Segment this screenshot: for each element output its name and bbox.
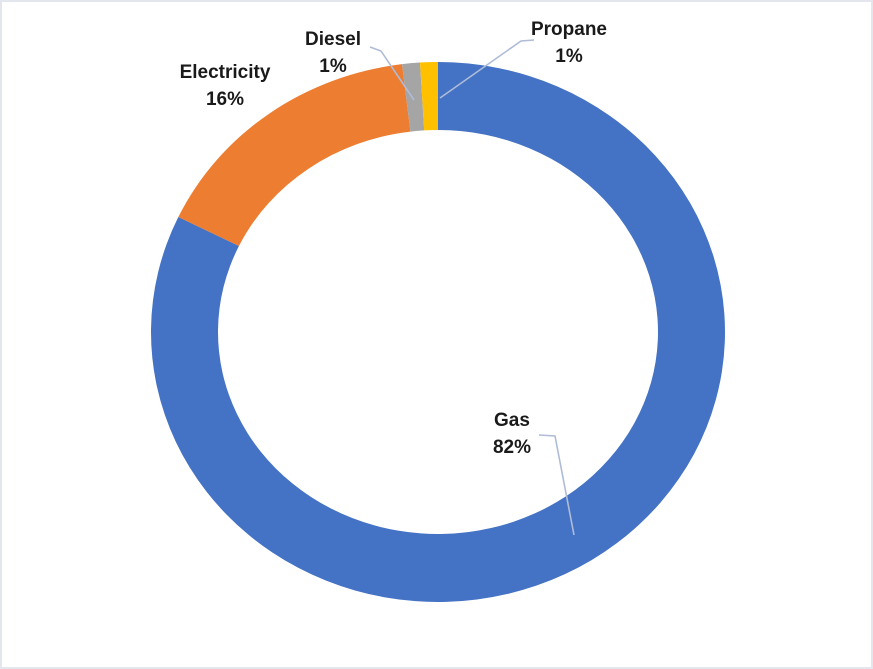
donut-segments [150, 61, 725, 602]
category-name: Electricity [179, 62, 271, 83]
percent-value: 82% [492, 437, 532, 458]
percent-value: 1% [319, 56, 347, 77]
category-name: Propane [530, 19, 608, 40]
leader-line-diesel [369, 46, 415, 101]
category-name: Diesel [305, 29, 361, 50]
percent-value: 16% [205, 89, 245, 110]
data-label-propane: Propane 1% [499, 16, 639, 70]
segment-electricity [178, 64, 411, 246]
leader-line-propane [439, 39, 535, 99]
data-label-gas: Gas 82% [452, 407, 572, 461]
category-name: Gas [494, 410, 530, 431]
leader-line-gas [538, 434, 575, 536]
data-label-electricity: Electricity 16% [150, 59, 300, 113]
segment-diesel [402, 62, 425, 132]
data-label-diesel: Diesel 1% [273, 26, 393, 80]
percent-value: 1% [555, 46, 583, 67]
segment-propane [419, 61, 438, 131]
